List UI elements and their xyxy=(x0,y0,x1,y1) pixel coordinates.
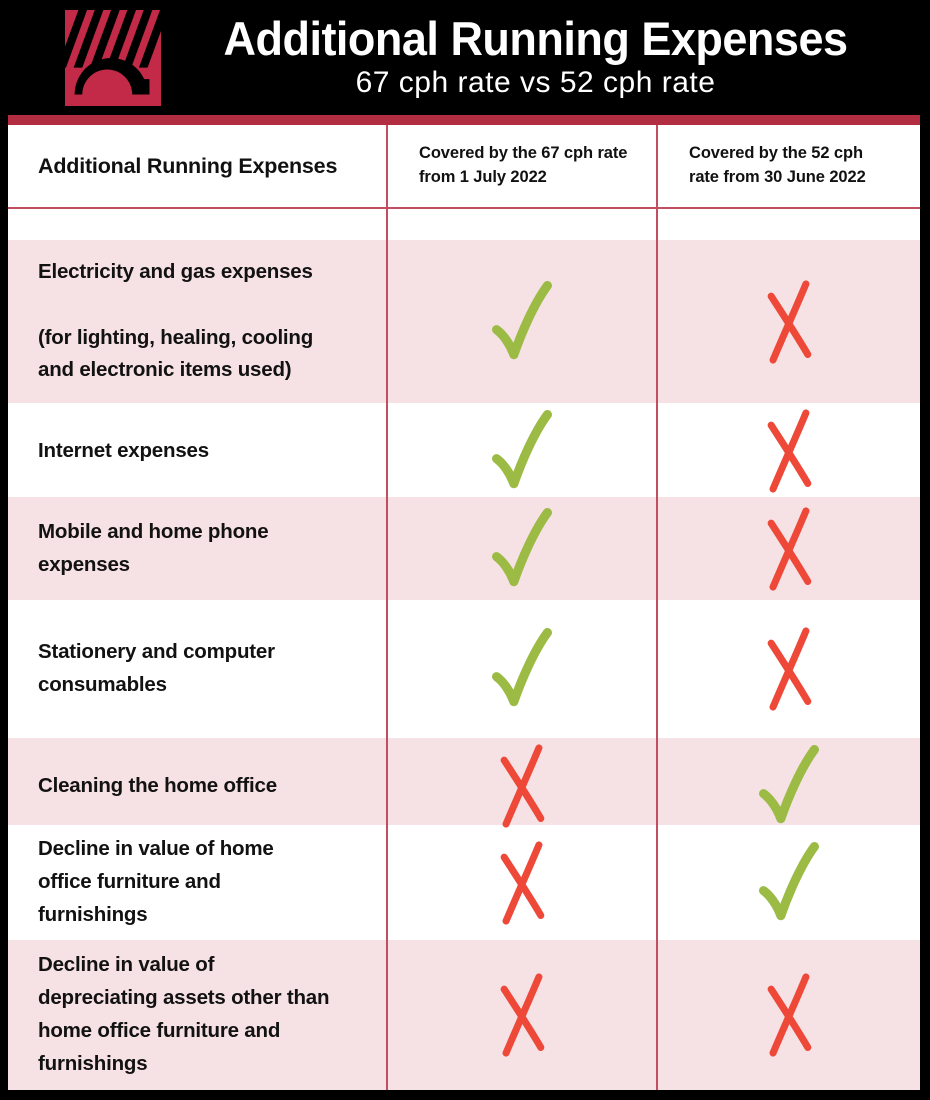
table-row: Electricity and gas expenses (for lighti… xyxy=(8,240,920,403)
check-icon xyxy=(759,841,819,920)
expense-label: Stationery and computer consumables xyxy=(38,640,275,696)
comparison-table: Additional Running Expenses Covered by t… xyxy=(8,125,920,1090)
expense-label: Cleaning the home office xyxy=(38,773,277,797)
check-icon xyxy=(759,744,819,824)
check-icon xyxy=(492,280,552,359)
table-row: Internet expenses xyxy=(8,403,920,499)
expense-label: Mobile and home phone expenses xyxy=(38,519,269,576)
table-header-row: Additional Running Expenses Covered by t… xyxy=(8,125,920,207)
cross-icon xyxy=(767,973,812,1057)
header-divider-line xyxy=(8,207,920,209)
table-row: Stationery and computer consumables xyxy=(8,600,920,738)
table-row: Cleaning the home office xyxy=(8,738,920,834)
cross-icon xyxy=(767,627,812,711)
cross-icon xyxy=(500,744,545,828)
column-header-expenses: Additional Running Expenses xyxy=(38,153,338,178)
covered-67-cell xyxy=(386,497,656,600)
table-body: Electricity and gas expenses (for lighti… xyxy=(8,240,920,1090)
cross-icon xyxy=(767,279,812,364)
company-logo xyxy=(65,9,161,106)
covered-67-cell xyxy=(386,940,656,1090)
expense-label: Decline in value of depreciating assets … xyxy=(38,953,330,1075)
table-row: Decline in value of depreciating assets … xyxy=(8,940,920,1090)
check-icon xyxy=(492,507,552,586)
covered-67-cell xyxy=(386,240,656,403)
cross-icon xyxy=(767,409,812,493)
covered-67-cell xyxy=(386,825,656,940)
check-icon xyxy=(492,409,552,489)
column-header-67cph: Covered by the 67 cph rate from 1 July 2… xyxy=(386,125,656,207)
check-icon xyxy=(492,627,552,707)
covered-67-cell xyxy=(386,600,656,738)
cross-icon xyxy=(767,506,812,591)
header-banner: Additional Running Expenses 67 cph rate … xyxy=(8,0,920,115)
covered-52-cell xyxy=(656,940,920,1090)
table-row: Mobile and home phone expenses xyxy=(8,497,920,600)
covered-52-cell xyxy=(656,600,920,738)
banner-titles: Additional Running Expenses 67 cph rate … xyxy=(161,11,920,99)
cross-icon xyxy=(500,973,545,1057)
covered-67-cell xyxy=(386,738,656,834)
covered-52-cell xyxy=(656,738,920,834)
covered-52-cell xyxy=(656,240,920,403)
cross-icon xyxy=(500,840,545,925)
table-row: Decline in value of home office furnitur… xyxy=(8,825,920,940)
expense-label: Decline in value of home office furnitur… xyxy=(38,837,274,926)
covered-52-cell xyxy=(656,497,920,600)
covered-52-cell xyxy=(656,403,920,499)
awning-arch-icon xyxy=(65,9,161,106)
expense-label: Electricity and gas expenses (for lighti… xyxy=(38,259,314,382)
accent-bar xyxy=(8,115,920,125)
page-subtitle: 67 cph rate vs 52 cph rate xyxy=(355,65,716,99)
page-title: Additional Running Expenses xyxy=(223,11,848,66)
covered-67-cell xyxy=(386,403,656,499)
expense-label: Internet expenses xyxy=(38,438,209,462)
column-header-52cph: Covered by the 52 cph rate from 30 June … xyxy=(656,125,920,207)
spacer-row xyxy=(8,209,920,240)
covered-52-cell xyxy=(656,825,920,940)
